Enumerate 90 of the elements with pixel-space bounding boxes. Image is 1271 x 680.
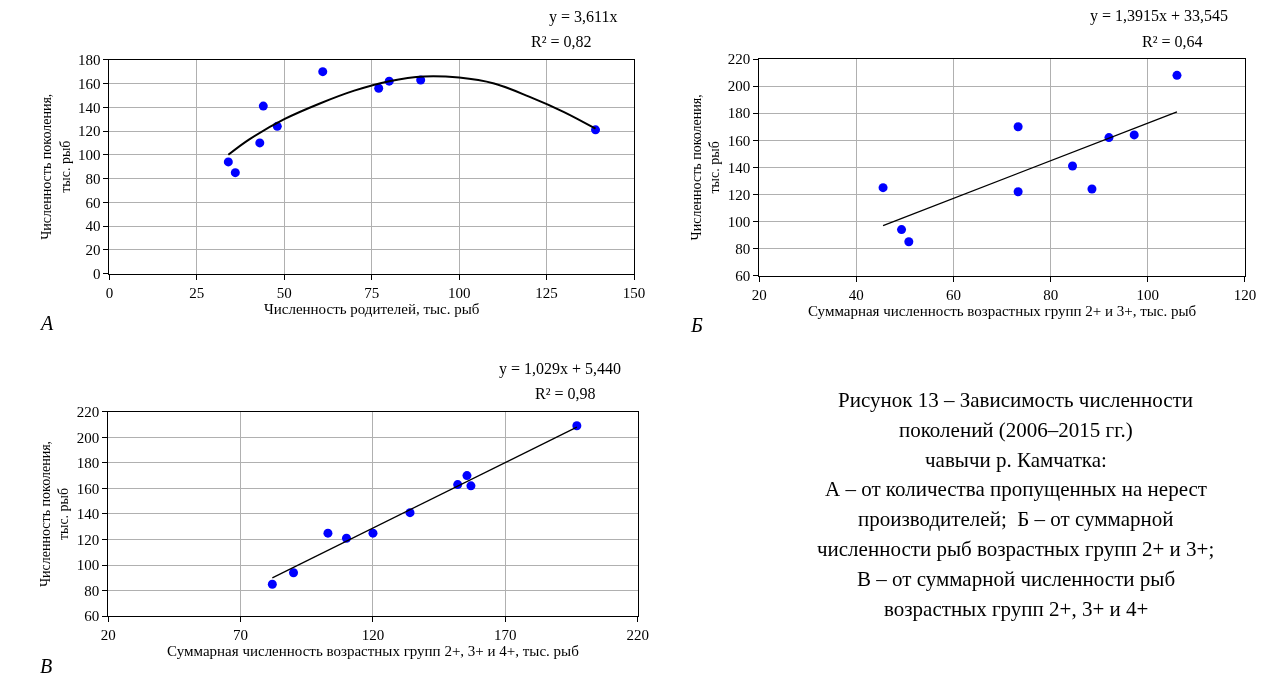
text: А – от количества пропущенных на нерест [825,477,1208,501]
x-tick-label: 20 [100,627,116,644]
x-tick-label: 70 [233,627,249,644]
y-tick-label: 20 [85,242,101,259]
point [318,67,328,77]
y-tick-label: 160 [727,132,751,149]
y-axis-title: Численность поколения, тыс. рыб [38,440,72,588]
x-tick-label: 20 [751,286,767,303]
x-tick-label: 120 [1233,286,1257,303]
text: чавычи р. Камчатка: [925,448,1107,472]
x-tick-label: 220 [626,627,650,644]
text: y = 1,029x + 5,440 [499,360,622,378]
y-tick-label: 200 [76,429,100,446]
y-tick-label: 100 [727,213,751,230]
y-tick-label: 60 [85,194,101,211]
text: R² = 0,82 [531,33,592,50]
y-tick-label: 220 [727,51,751,68]
x-tick-label: 120 [361,627,385,644]
x-axis-title: Суммарная численность возрастных групп 2+, 3+ и 4+, тыс. рыб [167,643,580,660]
x-tick-label: 75 [364,284,380,301]
text: y = 1,3915x + 33,545 [1090,7,1229,25]
x-tick-label: 150 [622,284,646,301]
y-tick-label: 200 [727,78,751,95]
point [267,579,277,589]
text: В [40,655,53,677]
point [1013,187,1023,197]
text: А [39,312,54,334]
y-tick-label: 80 [84,582,100,599]
x-tick-label: 25 [189,284,205,301]
point [374,83,384,93]
x-tick-label: 60 [946,286,962,303]
x-tick-label: 125 [535,284,558,301]
y-tick-label: 220 [76,403,100,420]
y-tick-label: 120 [77,123,101,140]
x-tick-label: 40 [848,286,864,303]
point [230,168,240,178]
text: поколений (2006–2015 гг.) [899,418,1133,442]
point [897,225,907,235]
y-axis-title: Численность поколения, тыс. рыб [39,93,73,240]
y-tick-label: 120 [727,186,751,203]
x-axis-title: Численность родителей, тыс. рыб [264,300,480,317]
x-tick-label: 100 [1136,286,1160,303]
y-tick-label: 40 [85,218,101,235]
point [1013,122,1023,132]
point [368,528,378,538]
text: В – от суммарной численности рыб [857,567,1176,591]
point [1087,184,1097,194]
y-tick-label: 100 [77,147,101,164]
y-tick-label: 60 [84,608,100,625]
y-tick-label: 140 [727,159,751,176]
point [462,471,472,481]
x-tick-label: 170 [494,627,517,644]
y-tick-label: 160 [76,480,100,497]
y-tick-label: 80 [85,170,101,187]
point [258,101,268,111]
point [878,183,888,193]
x-tick-label: 50 [276,284,292,301]
y-tick-label: 100 [76,557,100,574]
point [1129,130,1139,140]
text: численности рыб возрастных групп 2+ и 3+; [817,537,1215,561]
x-tick-label: 0 [105,284,114,301]
y-tick-label: 180 [76,455,100,472]
text: R² = 0,64 [1142,33,1203,50]
y-tick-label: 180 [77,52,101,69]
point [1172,70,1182,80]
y-tick-label: 0 [92,265,101,282]
y-tick-label: 180 [727,105,751,122]
y-tick-label: 140 [77,99,101,116]
point [466,481,476,491]
x-tick-label: 80 [1043,286,1059,303]
y-tick-label: 60 [735,267,751,284]
text: y = 3,611x [549,8,618,26]
x-tick-label: 100 [447,284,471,301]
y-tick-label: 160 [77,75,101,92]
point [289,568,299,578]
text: возрастных групп 2+, 3+ и 4+ [884,597,1149,621]
y-tick-label: 80 [735,240,751,257]
text: Б [690,314,703,336]
point [223,157,233,167]
text: производителей; Б – от суммарной [858,507,1174,531]
text: Рисунок 13 – Зависимость численности [838,388,1194,412]
point [323,528,333,538]
y-axis-title: Численность поколения, тыс. рыб [689,94,723,241]
point [904,237,914,247]
y-tick-label: 140 [76,506,100,523]
text: R² = 0,98 [535,385,596,402]
point [1068,161,1078,171]
y-tick-label: 120 [76,531,100,548]
x-axis-title: Суммарная численность возрастных групп 2+ и 3+, тыс. рыб [807,302,1197,319]
point [255,138,265,148]
